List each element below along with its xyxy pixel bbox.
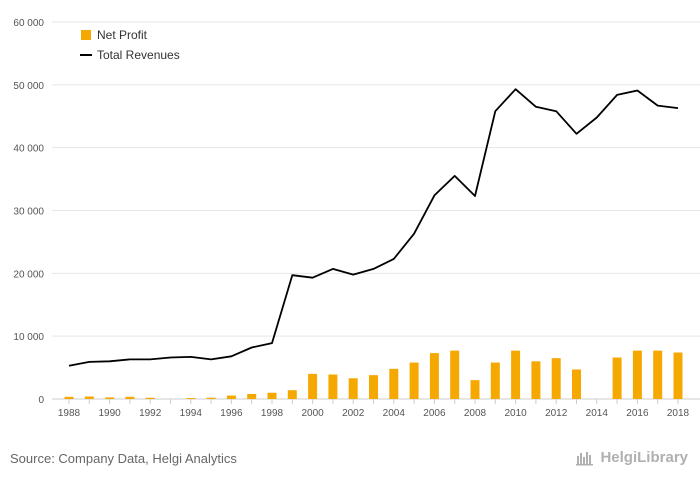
bar-net-profit (409, 362, 419, 399)
y-tick-label: 40 000 (13, 144, 44, 155)
x-tick-label: 2006 (423, 408, 446, 419)
bar-net-profit (511, 350, 521, 399)
bar-net-profit (450, 350, 460, 399)
y-tick-label: 50 000 (13, 81, 44, 92)
bar-net-profit (328, 374, 338, 399)
chart: 0 10 000 20 000 30 000 40 000 50 000 60 000 19… (13, 18, 700, 419)
x-tick-label: 1994 (180, 408, 203, 419)
x-tick-label: 2000 (301, 408, 324, 419)
bar-net-profit (145, 397, 155, 399)
bar-net-profit (369, 375, 378, 399)
bar-net-profit (673, 352, 683, 399)
bar-net-profit (308, 373, 318, 399)
x-tick-label: 1988 (58, 408, 81, 419)
bar-net-profit (490, 362, 500, 399)
x-tick-label: 2014 (586, 408, 609, 419)
bar-net-profit (572, 369, 581, 399)
bar-net-profit (105, 397, 115, 399)
x-tick-label: 2002 (342, 408, 365, 419)
bar-net-profit (470, 380, 480, 399)
bar-net-profit (64, 396, 74, 399)
y-tick-label: 60 000 (13, 18, 44, 29)
y-tick-label: 10 000 (13, 332, 44, 343)
bar-net-profit (531, 361, 541, 399)
bar-net-profit (551, 358, 561, 399)
bar-net-profit (247, 393, 257, 399)
legend-swatch-net-profit (81, 30, 91, 40)
x-tick-label: 2012 (545, 408, 568, 419)
bar-net-profit (612, 357, 622, 399)
line-total-revenues (68, 88, 679, 367)
x-tick-label: 2004 (383, 408, 406, 419)
bar-net-profit (206, 397, 216, 399)
x-tick-label: 1992 (139, 408, 162, 419)
y-tick-label: 20 000 (13, 269, 44, 280)
legend-label-total-revenues: Total Revenues (97, 48, 180, 62)
legend-label-net-profit: Net Profit (97, 28, 148, 42)
bar-net-profit (389, 368, 399, 399)
brand-logo: HelgiLibrary (576, 449, 688, 466)
y-tick-label: 30 000 (13, 207, 44, 218)
y-tick-label: 0 (38, 395, 44, 406)
x-tick-label: 2016 (626, 408, 649, 419)
legend: Net Profit Total Revenues (80, 28, 180, 62)
bar-net-profit (653, 350, 663, 399)
bar-net-profit (125, 396, 135, 399)
bar-net-profit (84, 396, 94, 399)
x-tick-label: 1990 (98, 408, 121, 419)
bar-net-profit (287, 390, 297, 399)
x-tick-label: 1996 (220, 408, 243, 419)
bar-net-profit (348, 378, 358, 399)
brand-name: HelgiLibrary (600, 449, 688, 466)
bar-net-profit (226, 395, 236, 399)
source-note: Source: Company Data, Helgi Analytics (10, 451, 237, 466)
x-tick-label: 2018 (667, 408, 690, 419)
bar-net-profit (267, 392, 277, 399)
bar-net-profit (429, 353, 439, 399)
bar-net-profit (186, 398, 196, 399)
library-icon (576, 451, 594, 465)
x-tick-label: 2008 (464, 408, 487, 419)
bar-net-profit (632, 350, 642, 399)
x-tick-label: 2010 (504, 408, 527, 419)
x-tick-label: 1998 (261, 408, 284, 419)
